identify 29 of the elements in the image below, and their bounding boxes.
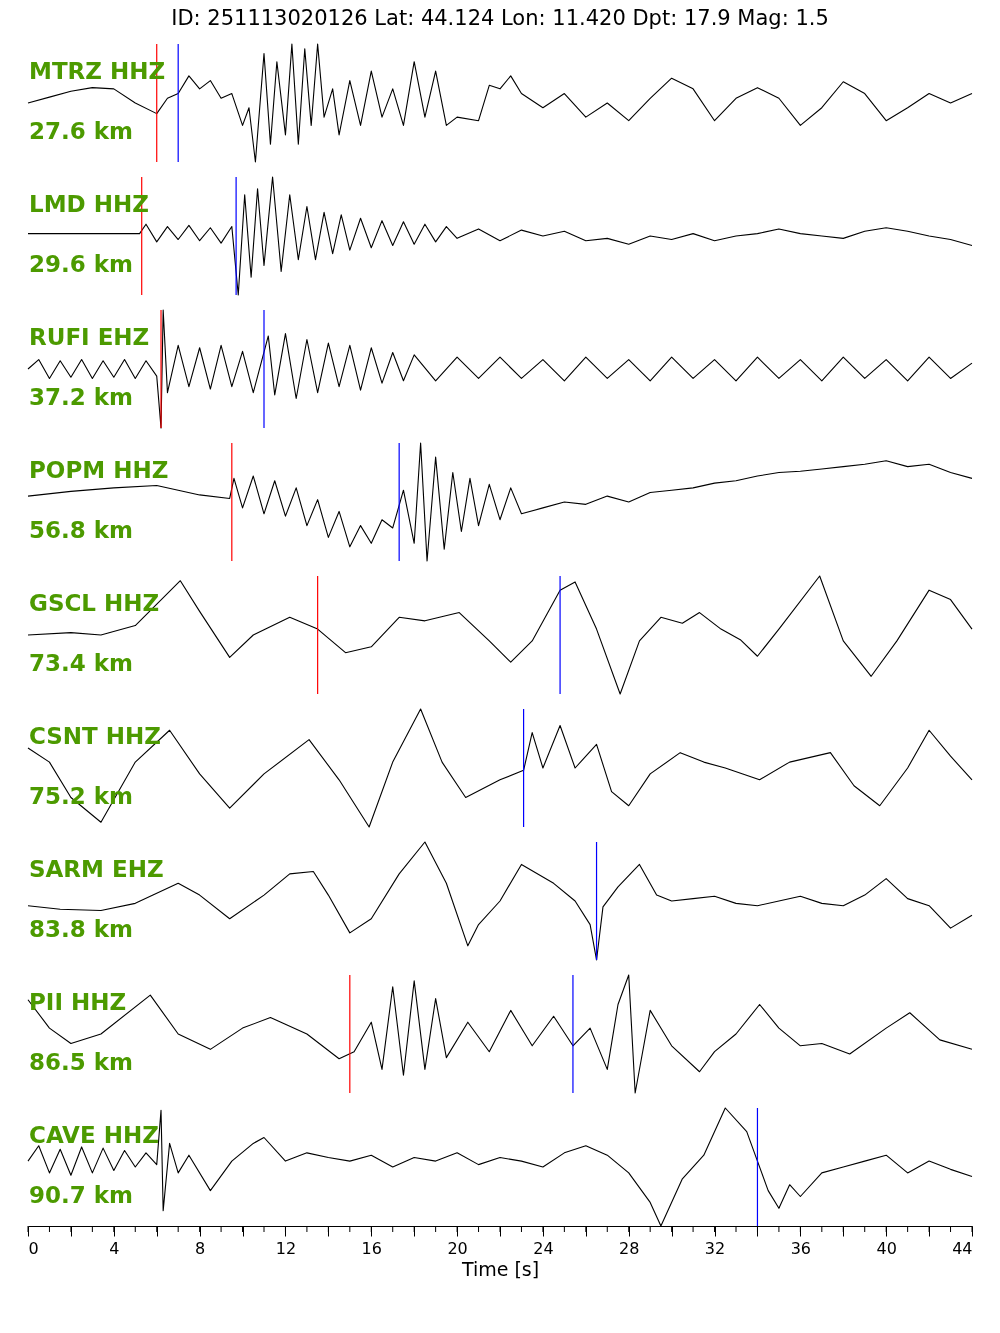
annotation: 37.2 km	[29, 384, 134, 410]
annotation: PII HHZ	[29, 989, 127, 1015]
x-tick-label: 32	[704, 1238, 726, 1258]
x-tick-label: 24	[533, 1238, 554, 1258]
annotation: CSNT HHZ	[29, 723, 161, 749]
x-tick-label: 20	[447, 1238, 468, 1258]
annotation: 73.4 km	[29, 650, 134, 676]
annotation: CAVE HHZ	[29, 1122, 159, 1148]
x-tick-label: 16	[361, 1238, 382, 1258]
x-tick-label: 4	[109, 1238, 120, 1258]
x-tick-label: 0	[28, 1238, 39, 1258]
annotation: 27.6 km	[29, 118, 134, 144]
x-axis-title: Time [s]	[460, 1257, 540, 1280]
x-tick-label: 12	[275, 1238, 297, 1258]
annotation: 90.7 km	[29, 1182, 134, 1208]
annotation: SARM EHZ	[29, 856, 164, 882]
x-tick-label: 40	[876, 1238, 897, 1258]
annotation: 86.5 km	[29, 1049, 134, 1075]
annotation: 56.8 km	[29, 517, 134, 543]
annotation: 83.8 km	[29, 916, 134, 942]
annotation: 29.6 km	[29, 251, 134, 277]
x-tick-label: 44	[952, 1238, 973, 1258]
chart-title: ID: 251113020126 Lat: 44.124 Lon: 11.420 Dpt: 17.9 Mag: 1.5	[171, 6, 829, 31]
x-tick-label: 36	[790, 1238, 812, 1258]
x-tick-label: 8	[195, 1238, 206, 1258]
x-tick-label: 28	[619, 1238, 640, 1258]
annotation: POPM HHZ	[29, 457, 169, 483]
annotation: GSCL HHZ	[29, 590, 160, 616]
annotation: RUFI EHZ	[29, 324, 150, 350]
